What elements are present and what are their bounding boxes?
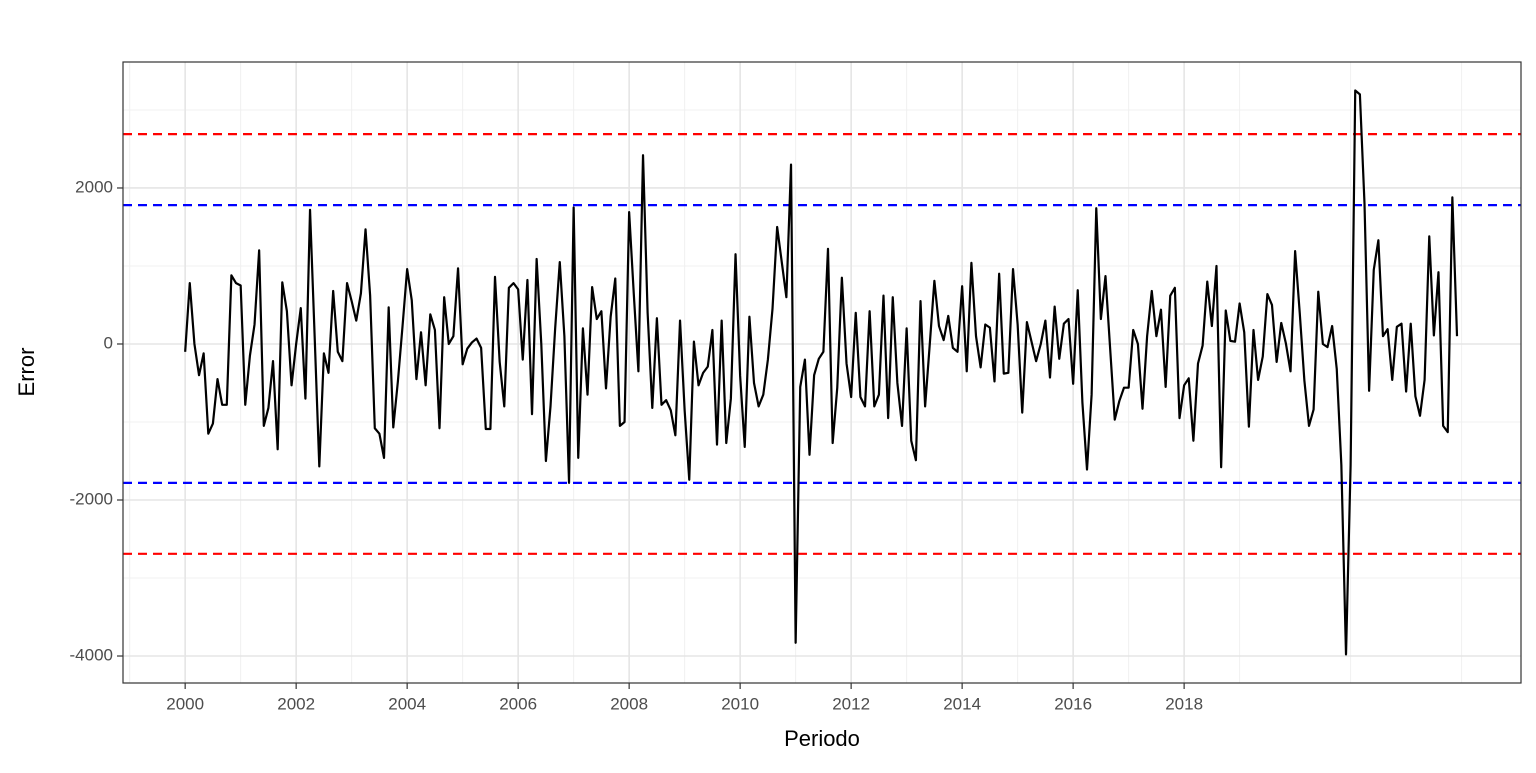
marks [123, 89, 1521, 656]
x-tick-label: 2014 [943, 694, 981, 713]
x-tick-label: 2008 [610, 694, 648, 713]
x-tick-label: 2002 [277, 694, 315, 713]
y-tick-label: 0 [104, 333, 113, 352]
x-tick-label: 2000 [166, 694, 204, 713]
x-tick-label: 2006 [499, 694, 537, 713]
y-tick-label: 2000 [75, 177, 113, 196]
series-line [184, 89, 1459, 656]
x-tick-label: 2012 [832, 694, 870, 713]
x-tick-label: 2016 [1054, 694, 1092, 713]
panel [123, 62, 1521, 683]
panel-border [122, 61, 1522, 684]
y-tick-label: -4000 [70, 645, 113, 664]
grid [123, 62, 1521, 683]
y-tick-label: -2000 [70, 489, 113, 508]
x-tick-label: 2018 [1165, 694, 1203, 713]
x-axis-title: Periodo [784, 726, 860, 751]
x-tick-label: 2010 [721, 694, 759, 713]
y-axis-title: Error [14, 348, 39, 397]
x-tick-label: 2004 [388, 694, 426, 713]
